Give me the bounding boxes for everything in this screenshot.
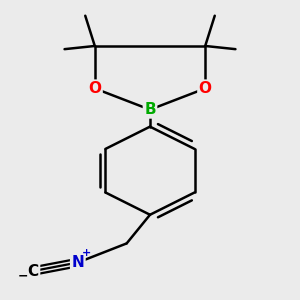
Text: −: − bbox=[17, 270, 28, 283]
Text: C: C bbox=[28, 263, 39, 278]
Text: B: B bbox=[144, 102, 156, 117]
Text: N: N bbox=[71, 255, 84, 270]
Text: +: + bbox=[82, 248, 91, 258]
Text: O: O bbox=[88, 81, 101, 96]
Text: O: O bbox=[199, 81, 212, 96]
